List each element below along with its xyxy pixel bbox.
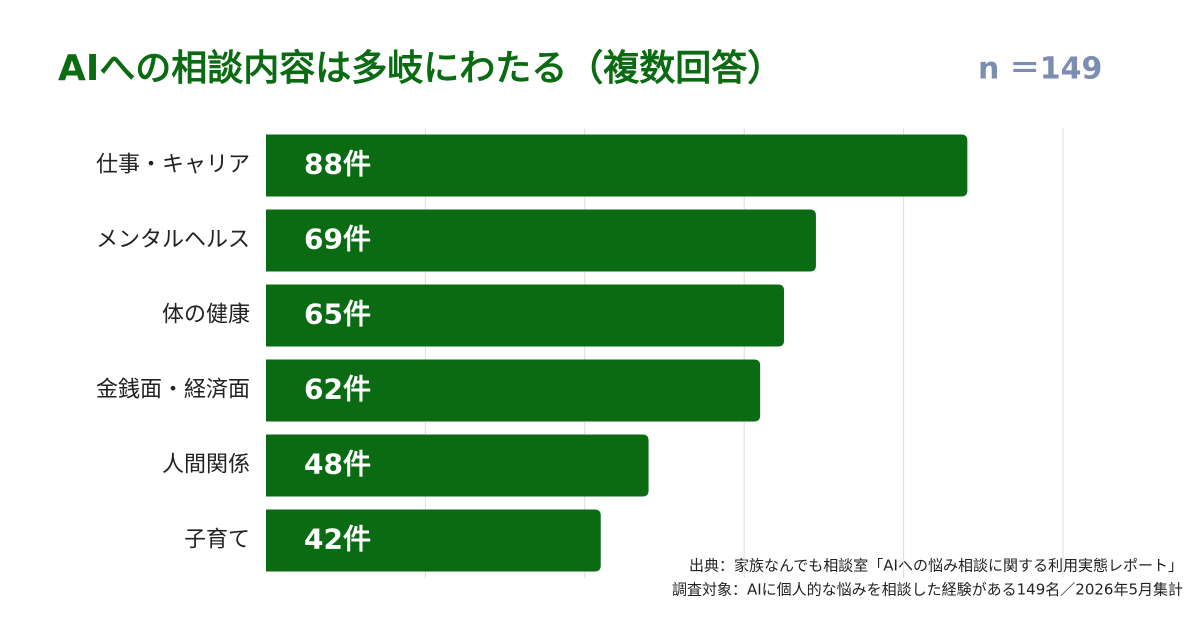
data-label: 42件: [304, 523, 371, 556]
data-label: 48件: [304, 448, 371, 481]
bar: [266, 359, 761, 422]
data-label: 62件: [304, 373, 371, 406]
y-tick-label: 仕事・キャリア: [96, 153, 250, 178]
data-label: 88件: [304, 148, 371, 181]
bar: [266, 209, 816, 272]
y-tick-label: メンタルヘルス: [96, 228, 250, 253]
source-note: 出典：家族なんでも相談室「AIへの悩み相談に関する利用実態レポート」: [689, 557, 1183, 575]
source-note: 調査対象：AIに個人的な悩みを相談した経験がある149名／2026年5月集計: [672, 581, 1183, 599]
bar: [266, 509, 601, 572]
data-label: 69件: [304, 223, 371, 256]
y-tick-label: 子育て: [184, 528, 250, 553]
chart-title: AIへの相談内容は多岐にわたる（複数回答）: [58, 48, 783, 89]
data-label: 65件: [304, 298, 371, 331]
y-tick-label: 人間関係: [162, 453, 250, 478]
bar: [266, 434, 649, 497]
sample-size: n ＝149: [978, 52, 1102, 87]
bar: [266, 284, 785, 347]
bar: [266, 134, 968, 197]
y-tick-label: 体の健康: [162, 303, 250, 328]
y-tick-label: 金銭面・経済面: [96, 378, 250, 403]
